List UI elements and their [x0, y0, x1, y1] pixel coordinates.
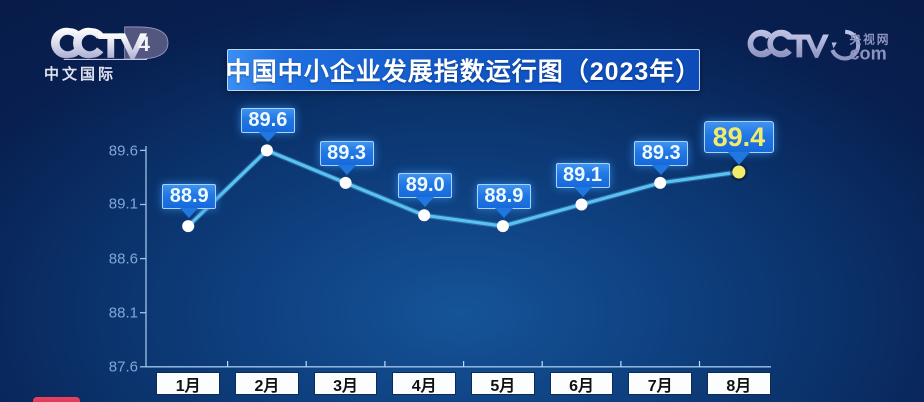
svg-text:89.6: 89.6	[109, 143, 138, 160]
svg-text:87.6: 87.6	[109, 359, 138, 376]
svg-text:89.1: 89.1	[109, 196, 138, 213]
svg-text:88.1: 88.1	[109, 305, 138, 322]
svg-text:88.6: 88.6	[109, 251, 138, 268]
